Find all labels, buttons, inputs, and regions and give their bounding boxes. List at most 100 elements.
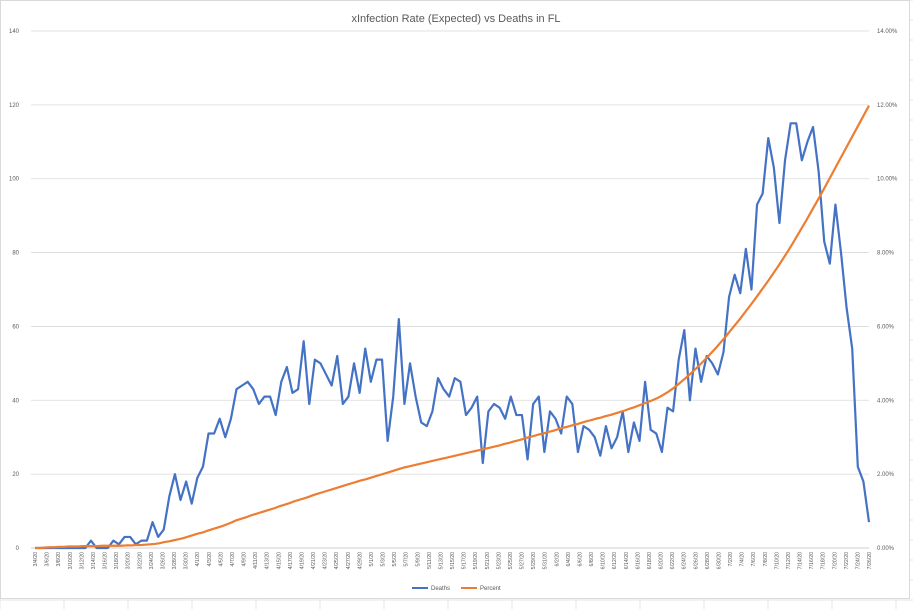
y-right-tick-label: 4.00%	[877, 398, 895, 404]
x-tick-label: 4/25/20	[334, 552, 340, 569]
x-tick-label: 5/11/20	[427, 552, 433, 569]
y-left-tick-label: 40	[12, 398, 19, 404]
x-tick-label: 3/8/20	[56, 552, 62, 567]
x-tick-label: 4/19/20	[299, 552, 305, 569]
x-tick-label: 3/6/20	[45, 552, 51, 567]
x-tick-label: 7/8/20	[763, 552, 769, 567]
x-tick-label: 7/16/20	[809, 552, 815, 569]
x-tick-label: 5/17/20	[462, 552, 468, 569]
x-tick-label: 4/11/20	[253, 552, 259, 569]
x-tick-label: 5/29/20	[531, 552, 537, 569]
x-tick-label: 5/15/20	[450, 552, 456, 569]
x-tick-label: 3/12/20	[79, 552, 85, 569]
y-right-tick-label: 6.00%	[877, 324, 895, 330]
x-tick-label: 6/26/20	[693, 552, 699, 569]
series-line-deaths	[35, 122, 871, 550]
y-left-tick-label: 0	[16, 546, 20, 552]
x-tick-label: 6/8/20	[589, 552, 595, 567]
y-right-tick-label: 0.00%	[877, 546, 895, 552]
y-axis-left: 0 20 40 60 80 100 120 140	[9, 29, 20, 552]
x-tick-label: 4/17/20	[288, 552, 294, 569]
x-tick-label: 4/9/20	[242, 552, 248, 567]
x-tick-label: 5/31/20	[543, 552, 549, 569]
x-tick-label: 4/1/20	[195, 552, 201, 567]
x-tick-label: 5/27/20	[520, 552, 526, 569]
x-tick-label: 7/26/20	[867, 552, 873, 569]
x-tick-label: 6/10/20	[601, 552, 607, 569]
y-left-tick-label: 100	[9, 177, 20, 183]
x-tick-label: 3/28/20	[172, 552, 178, 569]
y-right-tick-label: 2.00%	[877, 472, 895, 478]
gridlines	[31, 30, 869, 549]
x-tick-label: 5/3/20	[381, 552, 387, 567]
x-tick-label: 5/1/20	[369, 552, 375, 567]
x-tick-label: 3/4/20	[33, 552, 39, 567]
x-tick-label: 7/4/20	[740, 552, 746, 567]
x-tick-label: 3/26/20	[160, 552, 166, 569]
x-tick-label: 4/7/20	[230, 552, 236, 567]
x-tick-label: 5/19/20	[473, 552, 479, 569]
x-tick-label: 7/2/20	[728, 552, 734, 567]
series-line-percent	[35, 105, 870, 550]
x-tick-label: 3/20/20	[126, 552, 132, 569]
x-tick-label: 4/21/20	[311, 552, 317, 569]
x-tick-label: 3/10/20	[68, 552, 74, 569]
x-tick-label: 3/18/20	[114, 552, 120, 569]
x-tick-label: 4/5/20	[218, 552, 224, 567]
x-tick-label: 3/24/20	[149, 552, 155, 569]
x-tick-label: 4/27/20	[346, 552, 352, 569]
x-tick-label: 5/25/20	[508, 552, 514, 569]
x-tick-label: 7/22/20	[844, 552, 850, 569]
x-tick-label: 6/22/20	[670, 552, 676, 569]
x-tick-label: 4/3/20	[207, 552, 213, 567]
x-tick-label: 6/12/20	[612, 552, 618, 569]
x-tick-label: 4/23/20	[323, 552, 329, 569]
y-left-tick-label: 60	[12, 324, 19, 330]
y-right-tick-label: 12.00%	[877, 103, 898, 109]
x-tick-label: 3/30/20	[184, 552, 190, 569]
x-tick-label: 6/30/20	[716, 552, 722, 569]
x-tick-label: 5/5/20	[392, 552, 398, 567]
legend-deaths-label: Deaths	[431, 586, 450, 592]
x-tick-label: 7/6/20	[751, 552, 757, 567]
x-tick-label: 3/22/20	[137, 552, 143, 569]
y-left-tick-label: 80	[12, 251, 19, 257]
x-tick-label: 3/14/20	[91, 552, 97, 569]
x-tick-label: 5/23/20	[496, 552, 502, 569]
x-tick-label: 4/29/20	[357, 552, 363, 569]
x-tick-label: 6/16/20	[635, 552, 641, 569]
y-right-tick-label: 10.00%	[877, 177, 898, 183]
x-tick-label: 6/20/20	[659, 552, 665, 569]
x-tick-label: 6/6/20	[577, 552, 583, 567]
x-tick-label: 7/10/20	[774, 552, 780, 569]
x-tick-label: 7/24/20	[855, 552, 861, 569]
x-tick-label: 5/13/20	[438, 552, 444, 569]
legend[interactable]: Deaths Percent	[412, 586, 501, 592]
x-tick-label: 4/15/20	[276, 552, 282, 569]
x-tick-label: 5/21/20	[485, 552, 491, 569]
x-tick-label: 6/2/20	[554, 552, 560, 567]
y-right-tick-label: 8.00%	[877, 251, 895, 257]
x-tick-label: 5/9/20	[415, 552, 421, 567]
y-left-tick-label: 20	[12, 472, 19, 478]
x-tick-label: 7/14/20	[798, 552, 804, 569]
y-axis-right: 0.00% 2.00% 4.00% 6.00% 8.00% 10.00% 12.00% 14.…	[877, 29, 898, 552]
chart-title: xInfection Rate (Expected) vs Deaths in …	[351, 13, 560, 25]
x-tick-label: 7/18/20	[821, 552, 827, 569]
x-tick-label: 6/18/20	[647, 552, 653, 569]
x-axis: 3/4/20 3/6/20 3/8/20 3/10/20 3/12/20 3/14/20 3…	[33, 552, 873, 569]
y-left-tick-label: 120	[9, 103, 20, 109]
x-tick-label: 5/7/20	[404, 552, 410, 567]
x-tick-label: 6/4/20	[566, 552, 572, 567]
y-right-tick-label: 14.00%	[877, 29, 898, 35]
x-tick-label: 7/12/20	[786, 552, 792, 569]
y-left-tick-label: 140	[9, 29, 20, 35]
x-tick-label: 6/14/20	[624, 552, 630, 569]
legend-percent-label: Percent	[480, 586, 501, 592]
x-tick-label: 7/20/20	[832, 552, 838, 569]
x-tick-label: 6/28/20	[705, 552, 711, 569]
series-lines	[35, 105, 871, 550]
x-tick-label: 3/16/20	[103, 552, 109, 569]
